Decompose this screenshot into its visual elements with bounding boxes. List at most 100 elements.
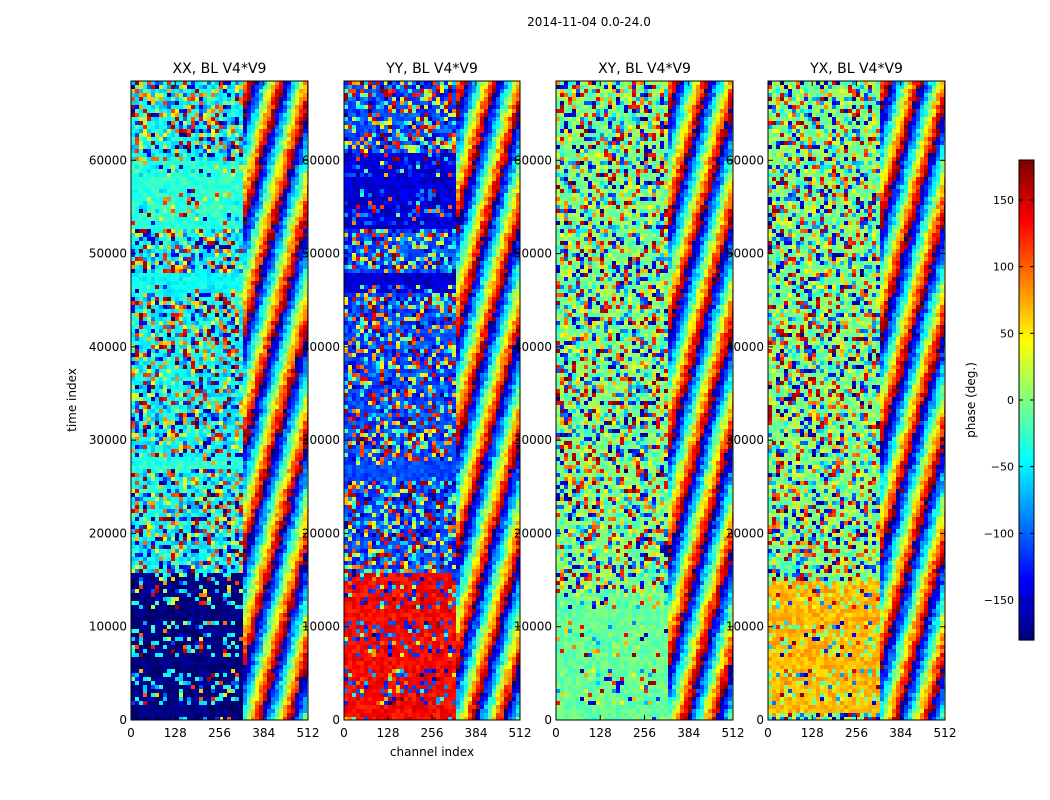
heatmap-cell <box>263 165 267 169</box>
heatmap-cell <box>227 497 231 501</box>
heatmap-cell <box>179 469 183 473</box>
heatmap-cell <box>271 349 275 353</box>
heatmap-cell <box>155 381 159 385</box>
heatmap-cell <box>195 481 199 485</box>
heatmap-cell <box>195 105 199 109</box>
heatmap-cell <box>139 417 143 421</box>
heatmap-cell <box>175 401 179 405</box>
heatmap-cell <box>215 269 219 273</box>
heatmap-cell <box>199 181 203 185</box>
heatmap-cell <box>283 317 287 321</box>
heatmap-cell <box>283 133 287 137</box>
heatmap-cell <box>175 125 179 129</box>
heatmap-cell <box>215 469 219 473</box>
heatmap-cell <box>175 177 179 181</box>
heatmap-cell <box>231 521 235 525</box>
heatmap-cell <box>235 153 239 157</box>
heatmap-cell <box>207 225 211 229</box>
heatmap-cell <box>231 409 235 413</box>
heatmap-cell <box>207 437 211 441</box>
heatmap-cell <box>291 177 295 181</box>
heatmap-cell <box>239 261 243 265</box>
heatmap-cell <box>287 137 291 141</box>
heatmap-cell <box>147 85 151 89</box>
heatmap-cell <box>215 505 219 509</box>
heatmap-cell <box>239 421 243 425</box>
heatmap-cell <box>267 273 271 277</box>
heatmap-cell <box>275 517 279 521</box>
heatmap-cell <box>303 193 307 197</box>
heatmap-cell <box>167 105 171 109</box>
heatmap-cell <box>291 281 295 285</box>
heatmap-cell <box>147 433 151 437</box>
heatmap-cell <box>227 473 231 477</box>
heatmap-cell <box>299 513 303 517</box>
heatmap-cell <box>211 117 215 121</box>
heatmap-cell <box>239 153 243 157</box>
heatmap-cell <box>271 125 275 129</box>
heatmap-cell <box>271 189 275 193</box>
heatmap-cell <box>247 457 251 461</box>
heatmap-cell <box>151 369 155 373</box>
heatmap-cell <box>199 93 203 97</box>
heatmap-cell <box>195 337 199 341</box>
heatmap-cell <box>263 509 267 513</box>
heatmap-cell <box>131 137 135 141</box>
heatmap-cell <box>211 169 215 173</box>
heatmap-cell <box>283 437 287 441</box>
heatmap-cell <box>135 209 139 213</box>
heatmap-cell <box>199 113 203 117</box>
heatmap-cell <box>171 261 175 265</box>
heatmap-cell <box>135 349 139 353</box>
heatmap-cell <box>299 137 303 141</box>
heatmap-cell <box>179 497 183 501</box>
heatmap-cell <box>271 157 275 161</box>
heatmap-cell <box>163 321 167 325</box>
heatmap-cell <box>163 285 167 289</box>
heatmap-cell <box>139 461 143 465</box>
heatmap-cell <box>271 457 275 461</box>
heatmap-cell <box>219 217 223 221</box>
heatmap-cell <box>131 165 135 169</box>
heatmap-cell <box>159 473 163 477</box>
heatmap-cell <box>303 313 307 317</box>
heatmap-cell <box>147 301 151 305</box>
heatmap-cell <box>219 385 223 389</box>
heatmap-cell <box>215 405 219 409</box>
heatmap-cell <box>259 325 263 329</box>
heatmap-cell <box>171 229 175 233</box>
heatmap-cell <box>163 173 167 177</box>
heatmap-cell <box>235 309 239 313</box>
heatmap-cell <box>267 281 271 285</box>
heatmap-cell <box>187 453 191 457</box>
heatmap-cell <box>191 333 195 337</box>
heatmap-cell <box>171 493 175 497</box>
heatmap-cell <box>295 257 299 261</box>
heatmap-cell <box>215 397 219 401</box>
heatmap-cell <box>199 217 203 221</box>
heatmap-cell <box>179 457 183 461</box>
heatmap-cell <box>267 505 271 509</box>
heatmap-cell <box>147 325 151 329</box>
heatmap-cell <box>299 181 303 185</box>
heatmap-cell <box>195 285 199 289</box>
heatmap-cell <box>243 141 247 145</box>
heatmap-cell <box>239 125 243 129</box>
heatmap-cell <box>147 389 151 393</box>
heatmap-cell <box>287 341 291 345</box>
heatmap-cell <box>167 329 171 333</box>
heatmap-cell <box>179 301 183 305</box>
heatmap-cell <box>191 349 195 353</box>
heatmap-cell <box>231 321 235 325</box>
heatmap-cell <box>279 457 283 461</box>
heatmap-cell <box>255 213 259 217</box>
heatmap-cell <box>131 341 135 345</box>
heatmap-cell <box>199 385 203 389</box>
heatmap-cell <box>235 273 239 277</box>
heatmap-cell <box>159 513 163 517</box>
heatmap-cell <box>159 337 163 341</box>
heatmap-cell <box>247 325 251 329</box>
heatmap-cell <box>287 113 291 117</box>
heatmap-cell <box>287 277 291 281</box>
heatmap-cell <box>151 225 155 229</box>
